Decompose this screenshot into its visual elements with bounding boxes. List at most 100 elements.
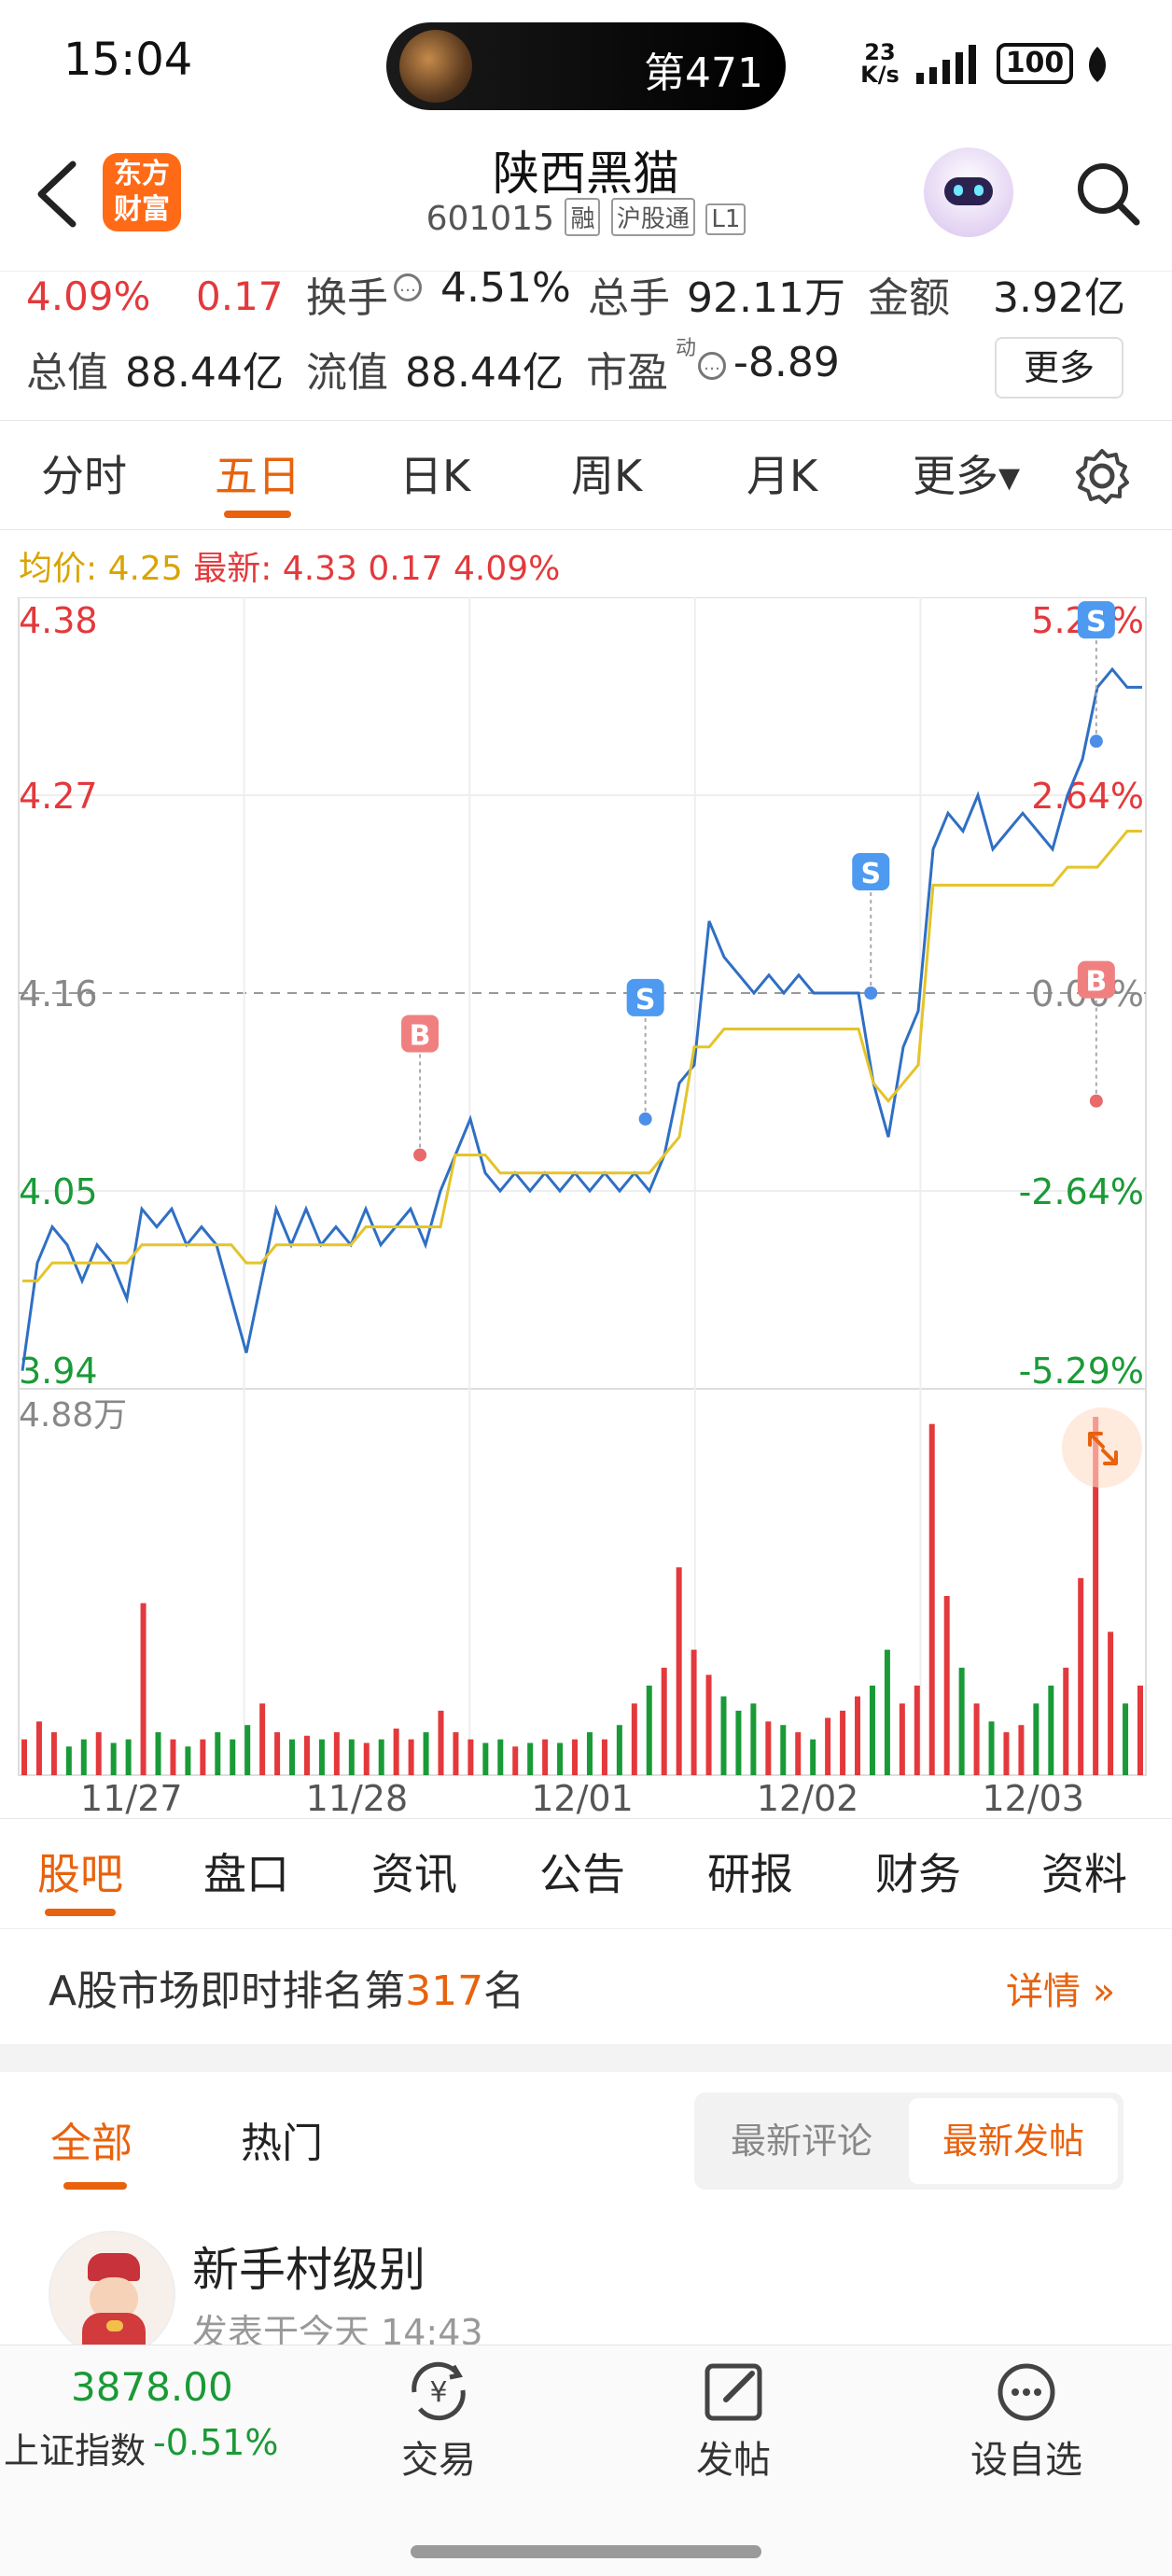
index-name: 上证指数 — [4, 2430, 146, 2471]
marker-label: B — [1085, 966, 1107, 999]
sort-latest-comment[interactable]: 最新评论 — [730, 2121, 872, 2162]
search-icon[interactable] — [1073, 159, 1142, 228]
post-item[interactable]: 新手村级别 发表于今天 14:43 — [0, 2203, 1172, 2345]
pe-info-icon[interactable]: … — [698, 352, 726, 380]
tab-five-day[interactable]: 五日 — [215, 451, 300, 501]
subtab-orderbook[interactable]: 盘口 — [203, 1849, 289, 1899]
volume-bar — [274, 1731, 281, 1775]
day-label: 11/28 — [306, 1778, 409, 1818]
volume-bar — [21, 1739, 27, 1775]
tab-daily-k[interactable]: 日K — [399, 451, 471, 501]
trade-button[interactable]: ¥ 交易 — [373, 2359, 504, 2489]
volume-bar — [1033, 1703, 1039, 1775]
feed-tab-all[interactable]: 全部 — [50, 2120, 133, 2167]
volume-bar — [586, 1731, 593, 1775]
volume-bar — [1048, 1686, 1054, 1775]
y-tick-price: 3.94 — [19, 1351, 98, 1392]
app-logo[interactable]: 东方财富 — [103, 153, 181, 231]
back-icon[interactable] — [32, 159, 82, 230]
volume-bar — [482, 1743, 489, 1775]
volume-bar — [35, 1721, 42, 1775]
y-tick-price: 4.38 — [19, 600, 98, 641]
volume-bar — [542, 1739, 549, 1775]
fullscreen-button[interactable] — [1062, 1407, 1142, 1488]
period-tabs: 分时 五日 日K 周K 月K 更多▾ — [0, 420, 1172, 530]
marker-dot — [1089, 735, 1103, 749]
subtab-research[interactable]: 研报 — [707, 1849, 793, 1899]
marker-label: S — [1086, 606, 1107, 638]
sell-marker — [626, 978, 664, 1016]
subtab-news[interactable]: 资讯 — [371, 1849, 457, 1899]
marker-dot — [1089, 1094, 1103, 1108]
y-tick-pct: -5.29% — [1019, 1351, 1144, 1392]
gear-icon[interactable] — [1073, 447, 1131, 505]
bottom-bar: 3878.00 上证指数 -0.51% ¥ 交易 发帖 设自选 — [0, 2345, 1172, 2576]
index-value: 3878.00 — [71, 2364, 233, 2410]
buy-marker — [1077, 960, 1115, 999]
volume-bar — [527, 1743, 534, 1775]
post-author[interactable]: 新手村级别 — [192, 2243, 426, 2297]
volume-bar — [988, 1721, 995, 1775]
tab-intraday[interactable]: 分时 — [41, 451, 127, 501]
index-change: -0.51% — [153, 2422, 279, 2463]
post-button[interactable]: 发帖 — [668, 2359, 799, 2489]
volume-bar — [185, 1746, 191, 1775]
status-bar: 15:04 第471集 23 K/s 100 — [0, 0, 1172, 157]
change-pct: 4.09% — [26, 273, 151, 319]
media-pill[interactable]: 第471集 — [386, 22, 786, 157]
subtab-profile[interactable]: 资料 — [1041, 1849, 1127, 1899]
more-button[interactable]: 更多 — [995, 337, 1123, 399]
volume-bar — [691, 1649, 697, 1775]
volume-bar — [140, 1603, 146, 1775]
avatar[interactable] — [49, 2231, 175, 2345]
tab-more[interactable]: 更多▾ — [913, 451, 1021, 501]
badge-margin: 融 — [565, 198, 601, 236]
battery-icon: 100 — [997, 43, 1073, 84]
watchlist-label: 设自选 — [970, 2439, 1082, 2482]
volume-bar — [720, 1696, 727, 1775]
mktcap-label: 总值 — [26, 349, 108, 397]
volume-bar — [200, 1739, 206, 1775]
turnover-label: 换手 — [306, 274, 388, 322]
y-tick-price: 4.16 — [19, 973, 98, 1015]
amount-value: 3.92亿 — [993, 274, 1125, 322]
volume-bar — [423, 1731, 429, 1775]
yuan-exchange-icon: ¥ — [412, 2361, 466, 2421]
rank-suffix: 名 — [483, 1967, 525, 2015]
volume-bar — [512, 1746, 519, 1775]
robot-assistant-icon[interactable] — [924, 147, 1013, 237]
add-watchlist-button[interactable]: 设自选 — [961, 2359, 1092, 2489]
stock-header: 东方财富 陕西黑猫 601015 融 沪股通 L1 — [0, 131, 1172, 271]
y-tick-price: 4.27 — [19, 776, 98, 817]
volume-bar — [1093, 1417, 1099, 1775]
tab-weekly-k[interactable]: 周K — [571, 451, 643, 501]
stock-code: 601015 — [426, 200, 554, 238]
volume-bar — [705, 1674, 712, 1775]
media-thumbnail — [399, 30, 472, 103]
index-widget[interactable]: 3878.00 上证指数 -0.51% — [0, 2345, 280, 2485]
volume-bar — [914, 1686, 920, 1775]
subtab-announcements[interactable]: 公告 — [539, 1849, 625, 1899]
subtab-guba[interactable]: 股吧 — [37, 1849, 123, 1899]
rank-bar[interactable]: A股市场即时排名第317名 详情 » — [0, 1928, 1172, 2044]
five-day-chart[interactable]: 均价: 4.25 最新: 4.33 0.17 4.09% 4.385.29%4.… — [0, 530, 1172, 1818]
rank-number: 317 — [405, 1967, 484, 2015]
section-tabs: 股吧 盘口 资讯 公告 研报 财务 资料 — [0, 1818, 1172, 1928]
y-tick-pct: 2.64% — [1031, 776, 1144, 817]
rank-detail-link[interactable]: 详情 » — [1006, 1961, 1115, 2015]
day-label: 12/01 — [531, 1778, 634, 1818]
volume-bar — [899, 1703, 905, 1775]
leaf-icon — [1089, 47, 1106, 82]
volume-bar — [378, 1739, 384, 1775]
subtab-finance[interactable]: 财务 — [875, 1849, 961, 1899]
marker-dot — [638, 1112, 652, 1126]
sort-latest-post[interactable]: 最新发帖 — [909, 2098, 1118, 2184]
volume-bar — [810, 1739, 816, 1775]
volume-bar — [348, 1739, 355, 1775]
volume-bar — [259, 1703, 266, 1775]
info-icon[interactable]: … — [394, 273, 422, 301]
volume-bar — [958, 1667, 965, 1775]
feed-tab-hot[interactable]: 热门 — [241, 2120, 323, 2167]
tab-monthly-k[interactable]: 月K — [746, 451, 818, 501]
day-label: 12/03 — [982, 1778, 1084, 1818]
